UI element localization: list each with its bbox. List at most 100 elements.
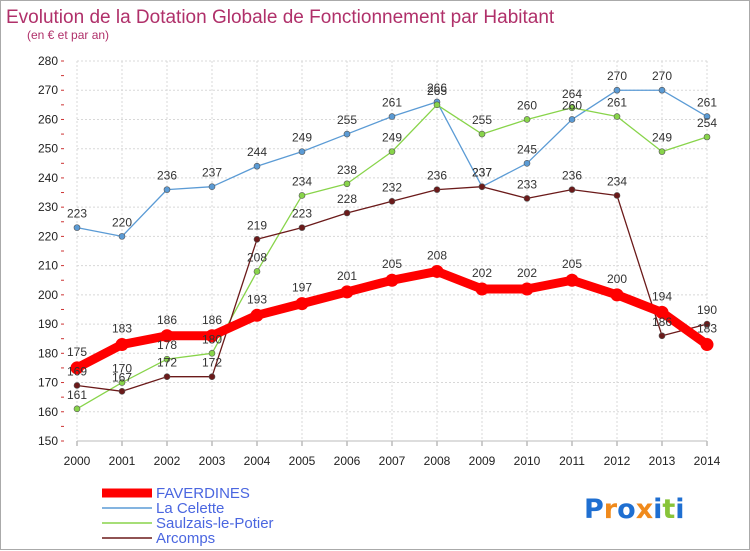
data-point [115, 338, 129, 352]
data-label: 219 [247, 218, 267, 232]
data-point [253, 268, 261, 275]
data-point [208, 373, 216, 380]
y-tick-label: 200 [38, 288, 58, 302]
data-point [388, 148, 396, 155]
data-label: 194 [652, 289, 672, 303]
data-label: 208 [247, 250, 267, 264]
data-label: 255 [337, 113, 357, 127]
x-tick-label: 2013 [649, 454, 676, 468]
legend-label: FAVERDINES [156, 485, 250, 502]
data-label: 237 [202, 166, 222, 180]
data-point [160, 329, 174, 343]
data-label: 236 [427, 169, 447, 183]
data-point [340, 285, 354, 299]
data-point [523, 116, 531, 123]
data-label: 186 [202, 313, 222, 327]
data-point [298, 148, 306, 155]
data-label: 270 [607, 69, 627, 83]
data-label: 249 [382, 131, 402, 145]
legend-label: La Celette [156, 500, 224, 517]
y-tick-label: 160 [38, 405, 58, 419]
data-point [475, 282, 489, 296]
x-tick-label: 2009 [469, 454, 496, 468]
data-point [253, 162, 261, 170]
data-point [253, 236, 261, 243]
data-point [70, 361, 84, 375]
data-point [613, 86, 621, 94]
x-tick-label: 2008 [424, 454, 451, 468]
data-point [568, 186, 576, 193]
data-label: 255 [472, 113, 492, 127]
data-point [703, 320, 711, 328]
y-tick-label: 180 [38, 346, 58, 360]
logo-text: Proxiti [584, 494, 685, 525]
data-point [658, 332, 666, 340]
data-point [610, 288, 624, 302]
data-label: 236 [562, 169, 582, 183]
x-tick-label: 2006 [334, 454, 361, 468]
data-label: 237 [472, 166, 492, 180]
logo-letter: r [604, 494, 618, 525]
data-point [568, 116, 576, 123]
data-point [478, 183, 486, 190]
y-tick-label: 150 [38, 434, 58, 448]
y-tick-label: 240 [38, 171, 58, 185]
data-label: 180 [202, 332, 222, 346]
x-tick-label: 2007 [379, 454, 406, 468]
data-label: 254 [697, 116, 717, 130]
data-label: 266 [427, 81, 447, 95]
data-point [568, 104, 576, 112]
data-point [658, 86, 666, 94]
data-point [163, 355, 171, 363]
legend-label: Arcomps [156, 530, 215, 547]
data-point [388, 113, 396, 120]
data-point [520, 282, 534, 296]
data-label: 234 [607, 174, 627, 188]
data-label: 260 [562, 98, 582, 112]
data-point [343, 209, 351, 217]
x-tick-label: 2014 [694, 454, 721, 468]
data-label: 169 [67, 364, 87, 378]
data-label: 236 [157, 169, 177, 183]
y-tick-label: 190 [38, 317, 58, 331]
data-point [655, 305, 669, 319]
data-point [703, 133, 711, 141]
data-label: 249 [652, 131, 672, 145]
data-label: 183 [112, 322, 132, 336]
data-point [163, 373, 171, 380]
data-label: 245 [517, 142, 537, 156]
data-point [703, 113, 711, 120]
data-point [388, 198, 396, 205]
data-point [613, 113, 621, 120]
x-tick-label: 2002 [154, 454, 181, 468]
data-label: 201 [337, 269, 357, 283]
data-point [343, 130, 351, 138]
data-point [433, 101, 441, 109]
x-tick-label: 2011 [559, 454, 585, 468]
data-label: 161 [67, 388, 87, 402]
data-label: 200 [607, 272, 627, 286]
data-point [118, 379, 126, 386]
data-point [430, 264, 444, 278]
x-tick-label: 2001 [109, 454, 136, 468]
data-point [250, 308, 264, 322]
data-point [205, 329, 219, 343]
logo-letter: i [675, 494, 684, 525]
logo-letter: x [636, 494, 653, 525]
chart-subtitle: (en € et par an) [27, 28, 109, 42]
data-label: 170 [112, 362, 132, 376]
data-label: 223 [67, 207, 87, 221]
data-label: 197 [292, 281, 312, 295]
data-point [208, 183, 216, 190]
data-label: 234 [292, 174, 312, 188]
series-layer [70, 86, 714, 413]
data-label: 220 [112, 215, 132, 229]
data-point [295, 297, 309, 311]
data-point [73, 224, 81, 231]
proxiti-logo: Proxiti [584, 494, 685, 525]
data-point [385, 273, 399, 287]
data-label: 261 [607, 96, 627, 110]
data-label: 175 [67, 345, 87, 359]
axes: 150 160 170 180 190 200 210 220 230 240 250 260 270 2… [38, 54, 721, 468]
y-tick-label: 170 [38, 376, 58, 390]
